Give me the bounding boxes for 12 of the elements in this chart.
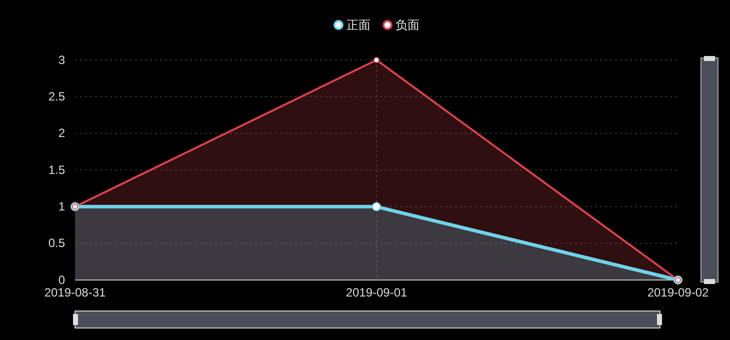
y-tick-label: 0 [58, 272, 66, 287]
y-tick-label: 1.5 [48, 162, 66, 177]
x-tick-label: 2019-08-31 [44, 286, 106, 300]
y-tick-label: 1 [58, 200, 66, 214]
x-tick-label: 2019-09-02 [647, 286, 710, 300]
y-tick-label: 2.5 [48, 90, 66, 104]
legend-label: 负面 [396, 18, 420, 32]
y-tick-label: 2 [58, 126, 66, 140]
legend-label: 正面 [346, 18, 370, 32]
y-tick-label: 0.5 [48, 236, 66, 250]
x-tick-label: 2019-09-01 [346, 286, 408, 300]
y-tick-label: 3 [58, 52, 66, 67]
